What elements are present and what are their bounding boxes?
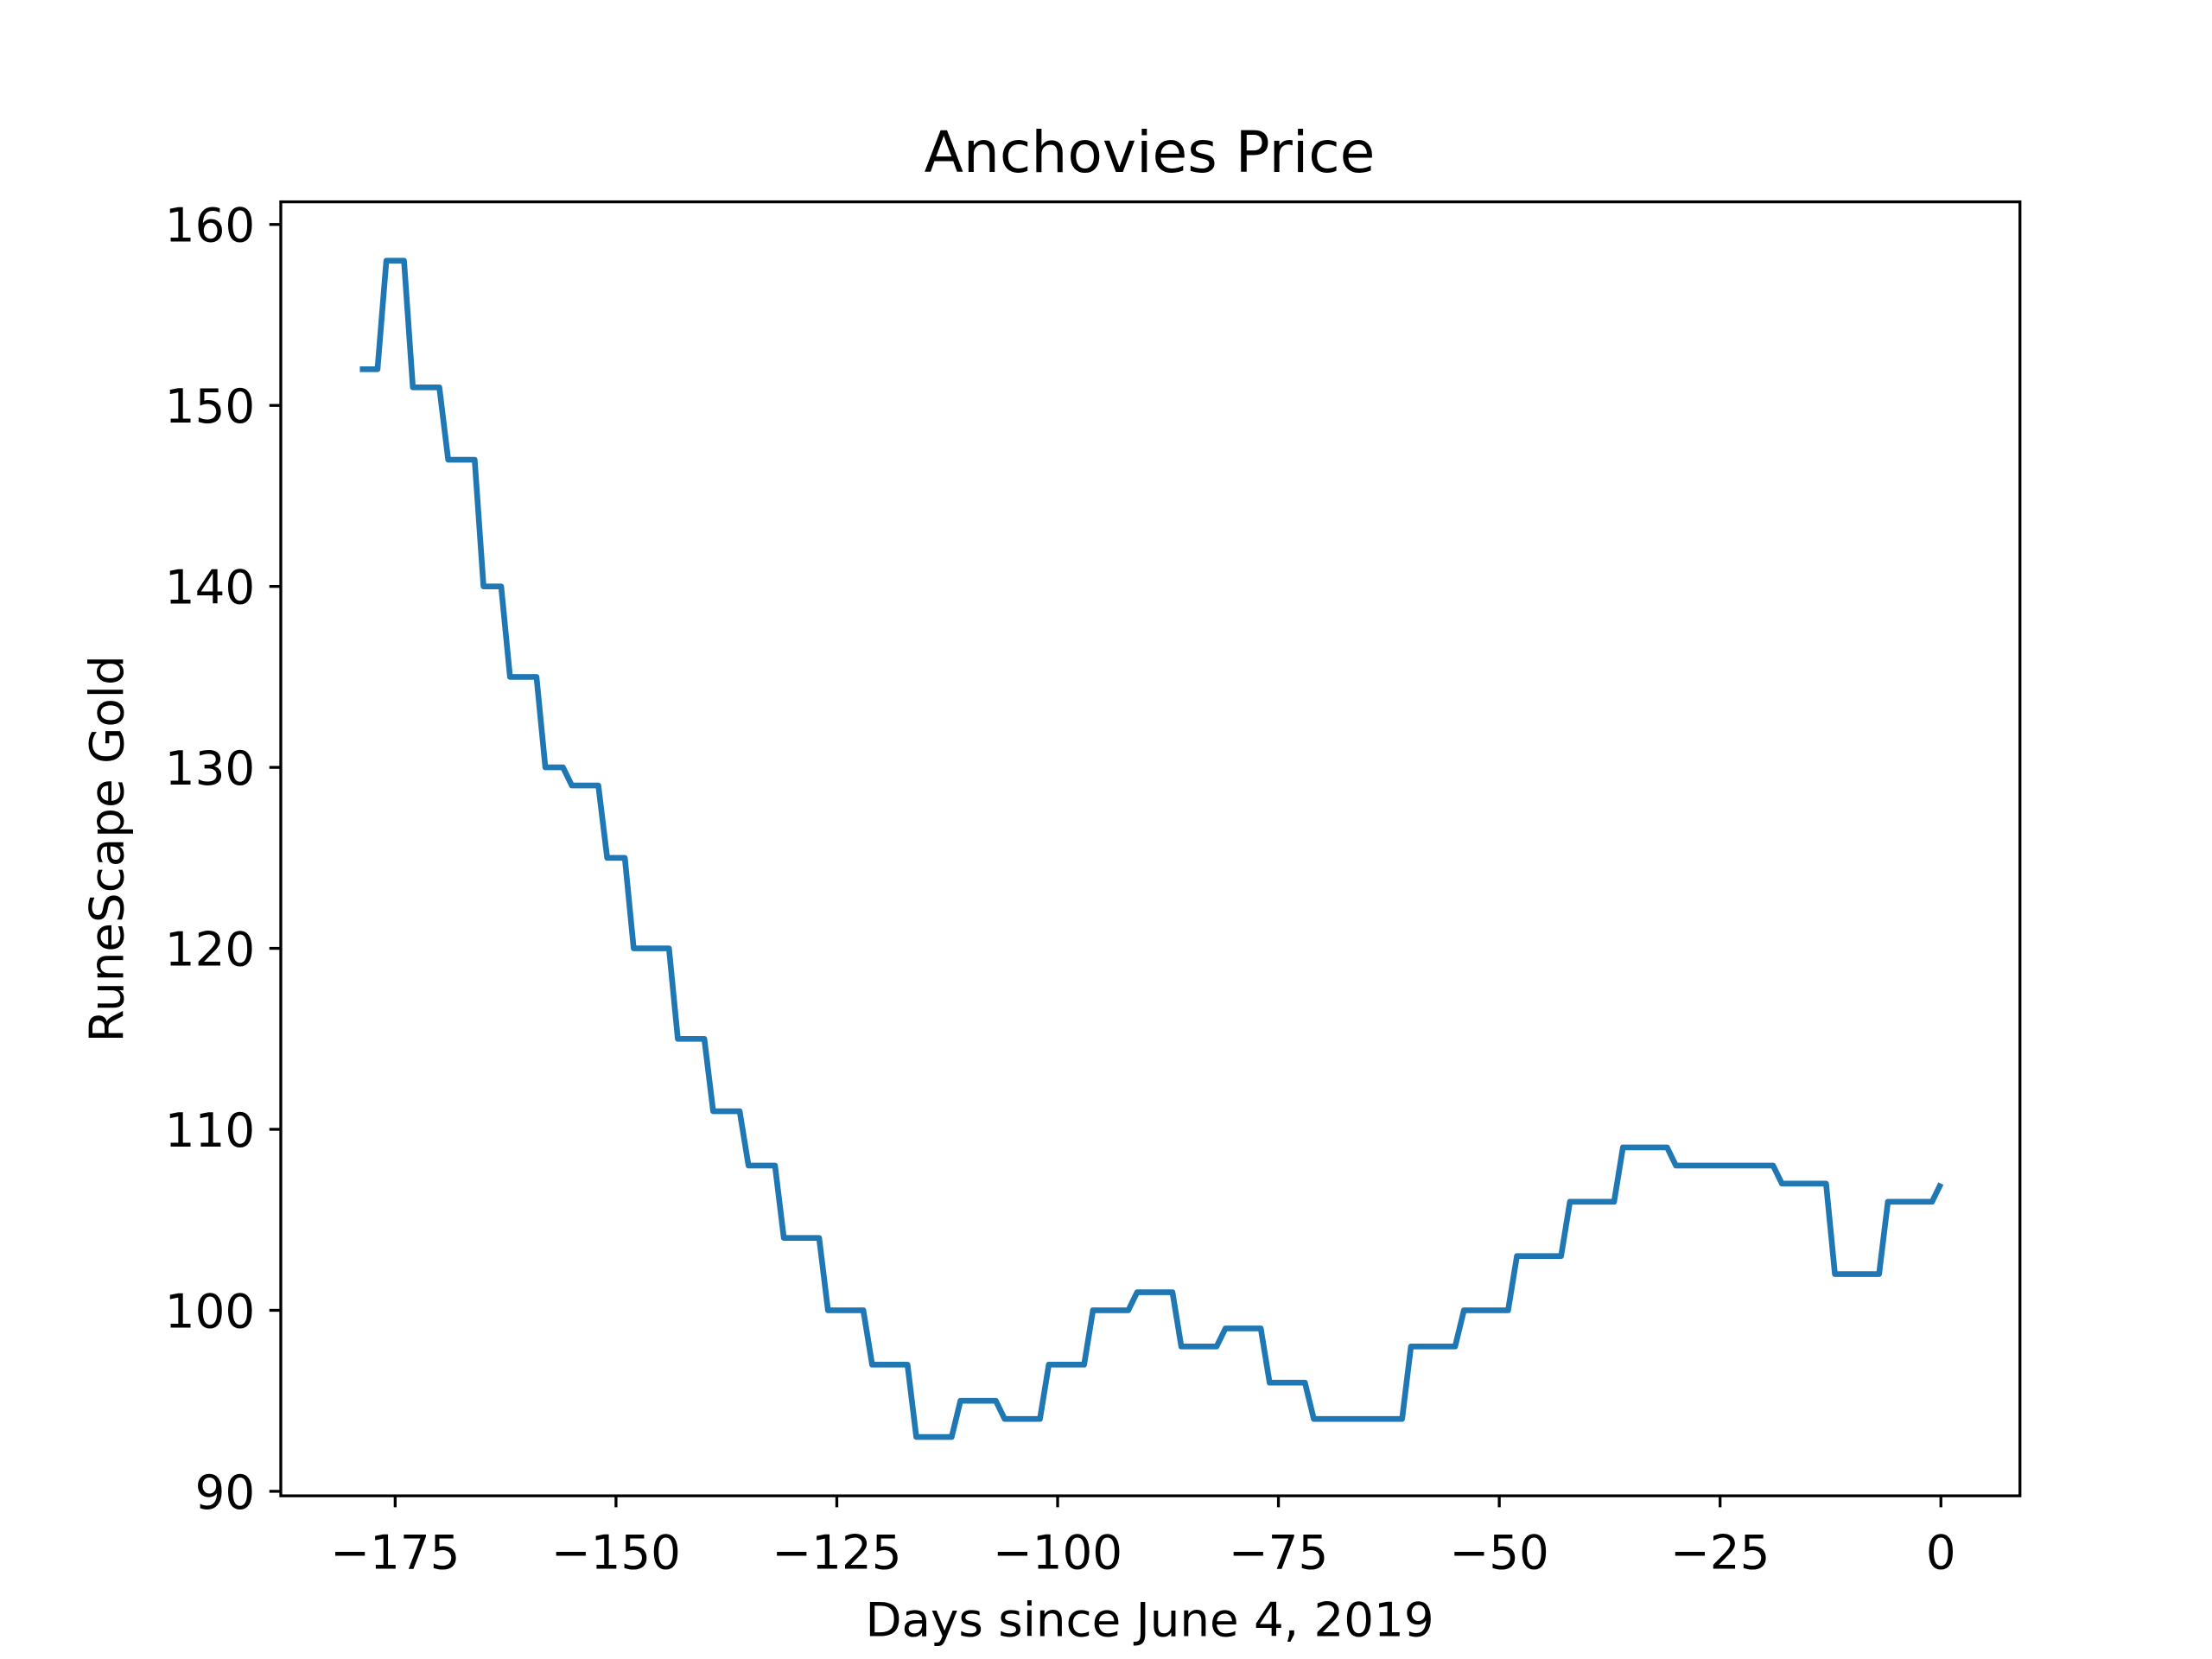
y-tick-label: 150 (165, 378, 255, 434)
x-tick-label: −175 (330, 1525, 460, 1580)
x-tick-label: −75 (1229, 1525, 1328, 1580)
x-tick-label: −50 (1449, 1525, 1548, 1580)
line-series (359, 257, 1944, 1440)
y-tick-label: 110 (165, 1103, 255, 1158)
y-tick-label: 100 (165, 1283, 255, 1338)
plot-frame (279, 200, 2022, 1497)
x-tick-label: 0 (1926, 1525, 1956, 1580)
x-tick-label: −125 (772, 1525, 901, 1580)
y-tick-label: 130 (165, 741, 255, 796)
x-tick-label: −25 (1670, 1525, 1770, 1580)
x-tick-label: −150 (551, 1525, 681, 1580)
y-tick-label: 120 (165, 921, 255, 976)
chart-title: Anchovies Price (925, 118, 1376, 186)
y-axis-label: RuneScape Gold (79, 655, 135, 1042)
x-tick-label: −100 (993, 1525, 1122, 1580)
y-tick-label: 160 (165, 198, 255, 253)
y-tick-label: 140 (165, 560, 255, 615)
x-axis-label: Days since June 4, 2019 (865, 1592, 1433, 1647)
y-tick-label: 90 (195, 1465, 256, 1520)
